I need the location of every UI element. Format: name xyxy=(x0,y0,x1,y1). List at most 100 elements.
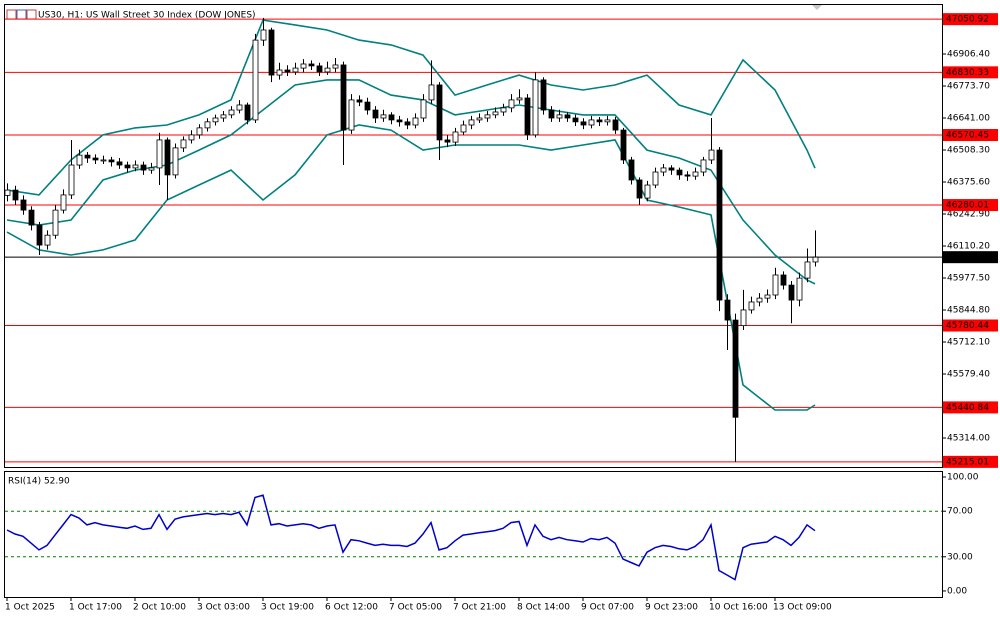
candle-body xyxy=(700,159,707,173)
y-tick-label: 45844.80 xyxy=(947,305,990,315)
rsi-y-tick-label: 30.00 xyxy=(947,552,973,562)
candle-body xyxy=(236,104,243,111)
x-tick-label: 1 Oct 17:00 xyxy=(69,603,122,613)
candle-body xyxy=(164,139,171,176)
candle-body xyxy=(676,169,683,176)
x-tick-label: 9 Oct 23:00 xyxy=(645,603,698,613)
candle-body xyxy=(788,284,795,301)
icon xyxy=(26,9,37,20)
candle-body xyxy=(804,261,811,279)
y-tick-label: 46508.30 xyxy=(947,145,990,155)
candle-body xyxy=(420,99,427,119)
band-line xyxy=(6,19,816,196)
candle-body xyxy=(588,119,595,126)
candle-body xyxy=(740,309,747,327)
chart-title: US30, H1: US Wall Street 30 Index (DOW J… xyxy=(38,11,256,21)
candle-body xyxy=(116,161,123,166)
candle-body xyxy=(84,154,91,159)
candle-body xyxy=(404,121,411,126)
y-tick-label: 46110.20 xyxy=(947,241,990,251)
x-tick-label: 10 Oct 16:00 xyxy=(709,603,768,613)
candle-body xyxy=(660,167,667,173)
candle-body xyxy=(772,274,779,296)
candle-body xyxy=(604,119,611,123)
candle-body xyxy=(460,124,467,133)
candle-body xyxy=(68,164,75,196)
candle-body xyxy=(244,104,251,121)
candle-body xyxy=(388,114,395,121)
x-tick-label: 6 Oct 12:00 xyxy=(325,603,378,613)
candle-body xyxy=(132,164,139,169)
candle-body xyxy=(732,319,739,418)
candle-body xyxy=(412,117,419,126)
candle-body xyxy=(596,119,603,123)
rsi-panel-frame xyxy=(4,471,943,598)
candle-body xyxy=(484,114,491,119)
candle-body xyxy=(444,139,451,143)
shift-marker xyxy=(812,5,822,10)
x-tick-label: 1 Oct 2025 xyxy=(5,603,55,613)
candle-body xyxy=(20,199,27,211)
candle-body xyxy=(44,234,51,246)
x-tick-label: 2 Oct 10:00 xyxy=(133,603,186,613)
candle-body xyxy=(508,99,515,109)
last-price-label: 46063.85 xyxy=(946,253,989,263)
candle-body xyxy=(532,79,539,136)
level-label-box xyxy=(943,401,998,414)
level-label-box xyxy=(943,66,998,79)
level-label: 46570.45 xyxy=(946,131,989,141)
candle-body xyxy=(580,121,587,126)
candle-body xyxy=(156,139,163,169)
candle-body xyxy=(180,139,187,149)
candle-body xyxy=(140,164,147,171)
candle-body xyxy=(644,184,651,199)
candle-body xyxy=(780,274,787,286)
candle-body xyxy=(196,127,203,136)
symbol-icons xyxy=(6,9,37,20)
candle-body xyxy=(76,154,83,166)
candle-body xyxy=(628,159,635,181)
candle-body xyxy=(60,194,67,211)
candle-body xyxy=(612,119,619,131)
candle-body xyxy=(364,101,371,111)
candle-body xyxy=(372,109,379,119)
candle-body xyxy=(500,107,507,113)
level-label-box xyxy=(943,13,998,26)
candle-body xyxy=(228,109,235,116)
candle-body xyxy=(492,111,499,116)
level-label: 47050.92 xyxy=(946,15,989,25)
candle-body xyxy=(340,64,347,131)
candle-body xyxy=(108,159,115,163)
level-label: 46280.01 xyxy=(946,201,989,211)
candle-body xyxy=(172,147,179,176)
candle-body xyxy=(92,157,99,161)
candle-body xyxy=(12,189,19,201)
rsi-line xyxy=(6,494,816,581)
candle-body xyxy=(356,99,363,103)
candle-body xyxy=(764,294,771,299)
level-label: 45780.44 xyxy=(946,321,989,331)
x-tick-label: 3 Oct 19:00 xyxy=(261,603,314,613)
level-label: 45215.01 xyxy=(946,457,989,467)
level-label: 46830.33 xyxy=(946,68,989,78)
candle-body xyxy=(348,99,355,131)
rsi-label: RSI(14) 52.90 xyxy=(8,477,70,487)
y-tick-label: 45712.10 xyxy=(947,337,990,347)
y-tick-label: 46242.90 xyxy=(947,209,990,219)
candle-body xyxy=(556,114,563,119)
candle-body xyxy=(260,29,267,41)
candle-body xyxy=(724,299,731,321)
candle-body xyxy=(436,84,443,141)
candle-body xyxy=(476,117,483,121)
candle-body xyxy=(276,69,283,76)
candle-body xyxy=(100,159,107,162)
candle-body xyxy=(452,131,459,143)
x-tick-label: 7 Oct 05:00 xyxy=(389,603,442,613)
rsi-y-tick-label: 0.00 xyxy=(947,586,967,596)
rsi-y-tick-label: 100.00 xyxy=(947,473,979,483)
candle-body xyxy=(4,189,11,196)
candle-body xyxy=(668,167,675,171)
candle-body xyxy=(684,174,691,177)
candle-body xyxy=(212,117,219,123)
